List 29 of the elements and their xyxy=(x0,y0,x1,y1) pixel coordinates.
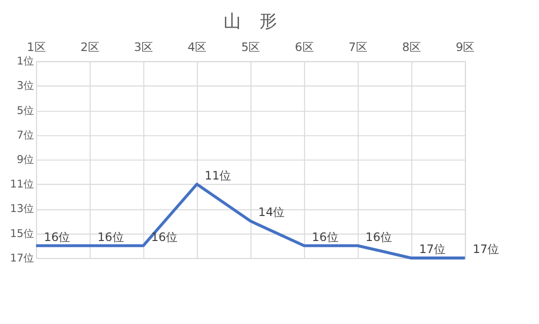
x-tick-label: 8区 xyxy=(402,40,422,54)
y-tick-label: 15位 xyxy=(10,226,35,240)
line-series xyxy=(34,182,466,260)
data-label: 11位 xyxy=(204,168,232,182)
y-tick-label: 11位 xyxy=(10,178,35,191)
y-tick-label: 13位 xyxy=(10,202,35,216)
x-tick-label: 9区 xyxy=(456,40,476,54)
x-tick-label: 7区 xyxy=(348,40,368,54)
data-label: 16位 xyxy=(366,230,392,244)
data-label: 16位 xyxy=(44,230,71,244)
x-tick-label: 6区 xyxy=(294,40,314,54)
y-tick-label: 1位 xyxy=(16,54,35,68)
data-label: 16位 xyxy=(151,230,178,244)
x-tick-label: 5区 xyxy=(241,40,261,54)
data-label: 16位 xyxy=(97,230,124,244)
y-tick-label: 17位 xyxy=(10,251,35,264)
chart-title: 山 形 xyxy=(223,12,278,32)
x-tick-label: 1区 xyxy=(26,40,46,54)
y-tick-label: 3位 xyxy=(16,79,35,92)
data-label: 17位 xyxy=(419,242,446,256)
data-label: 14位 xyxy=(258,205,286,220)
x-tick-label: 3区 xyxy=(134,40,154,54)
x-tick-label: 4区 xyxy=(188,40,208,54)
data-label: 17位 xyxy=(472,242,500,256)
y-tick-label: 9位 xyxy=(16,152,35,166)
y-tick-label: 5位 xyxy=(16,104,35,117)
y-tick-label: 7位 xyxy=(16,128,35,142)
data-label: 16位 xyxy=(312,230,339,244)
x-tick-label: 2区 xyxy=(80,40,100,54)
